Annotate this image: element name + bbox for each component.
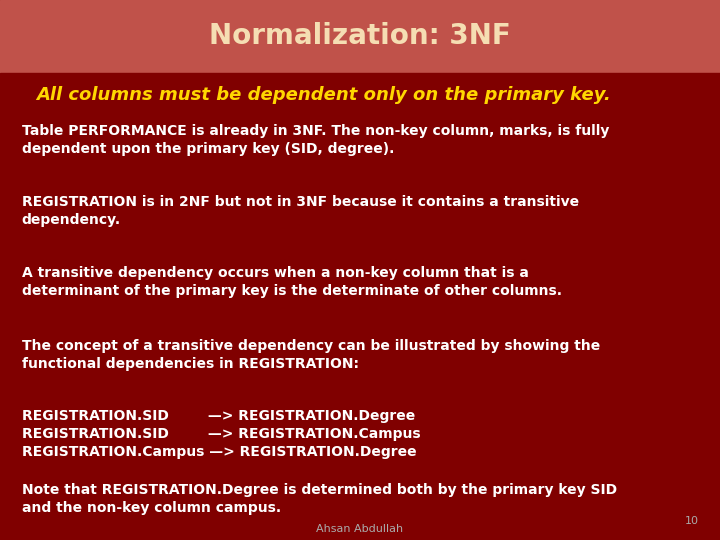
Bar: [0, 0, 720, 73]
Text: REGISTRATION is in 2NF but not in 3NF because it contains a transitive
dependenc: REGISTRATION is in 2NF but not in 3NF be…: [22, 195, 579, 227]
Bar: [0, 73, 720, 117]
Text: A transitive dependency occurs when a non-key column that is a
determinant of th: A transitive dependency occurs when a no…: [22, 266, 562, 298]
Text: 10: 10: [685, 516, 698, 526]
Text: Table PERFORMANCE is already in 3NF. The non-key column, marks, is fully
depende: Table PERFORMANCE is already in 3NF. The…: [22, 124, 609, 156]
Text: Ahsan Abdullah: Ahsan Abdullah: [316, 523, 404, 534]
Text: The concept of a transitive dependency can be illustrated by showing the
functio: The concept of a transitive dependency c…: [22, 339, 600, 371]
Text: Note that REGISTRATION.Degree is determined both by the primary key SID
and the : Note that REGISTRATION.Degree is determi…: [22, 483, 617, 515]
Text: All columns must be dependent only on the primary key.: All columns must be dependent only on th…: [36, 86, 611, 104]
Text: Normalization: 3NF: Normalization: 3NF: [209, 23, 511, 50]
Text: REGISTRATION.SID        —> REGISTRATION.Degree
REGISTRATION.SID        —> REGIST: REGISTRATION.SID —> REGISTRATION.Degree …: [22, 409, 420, 459]
